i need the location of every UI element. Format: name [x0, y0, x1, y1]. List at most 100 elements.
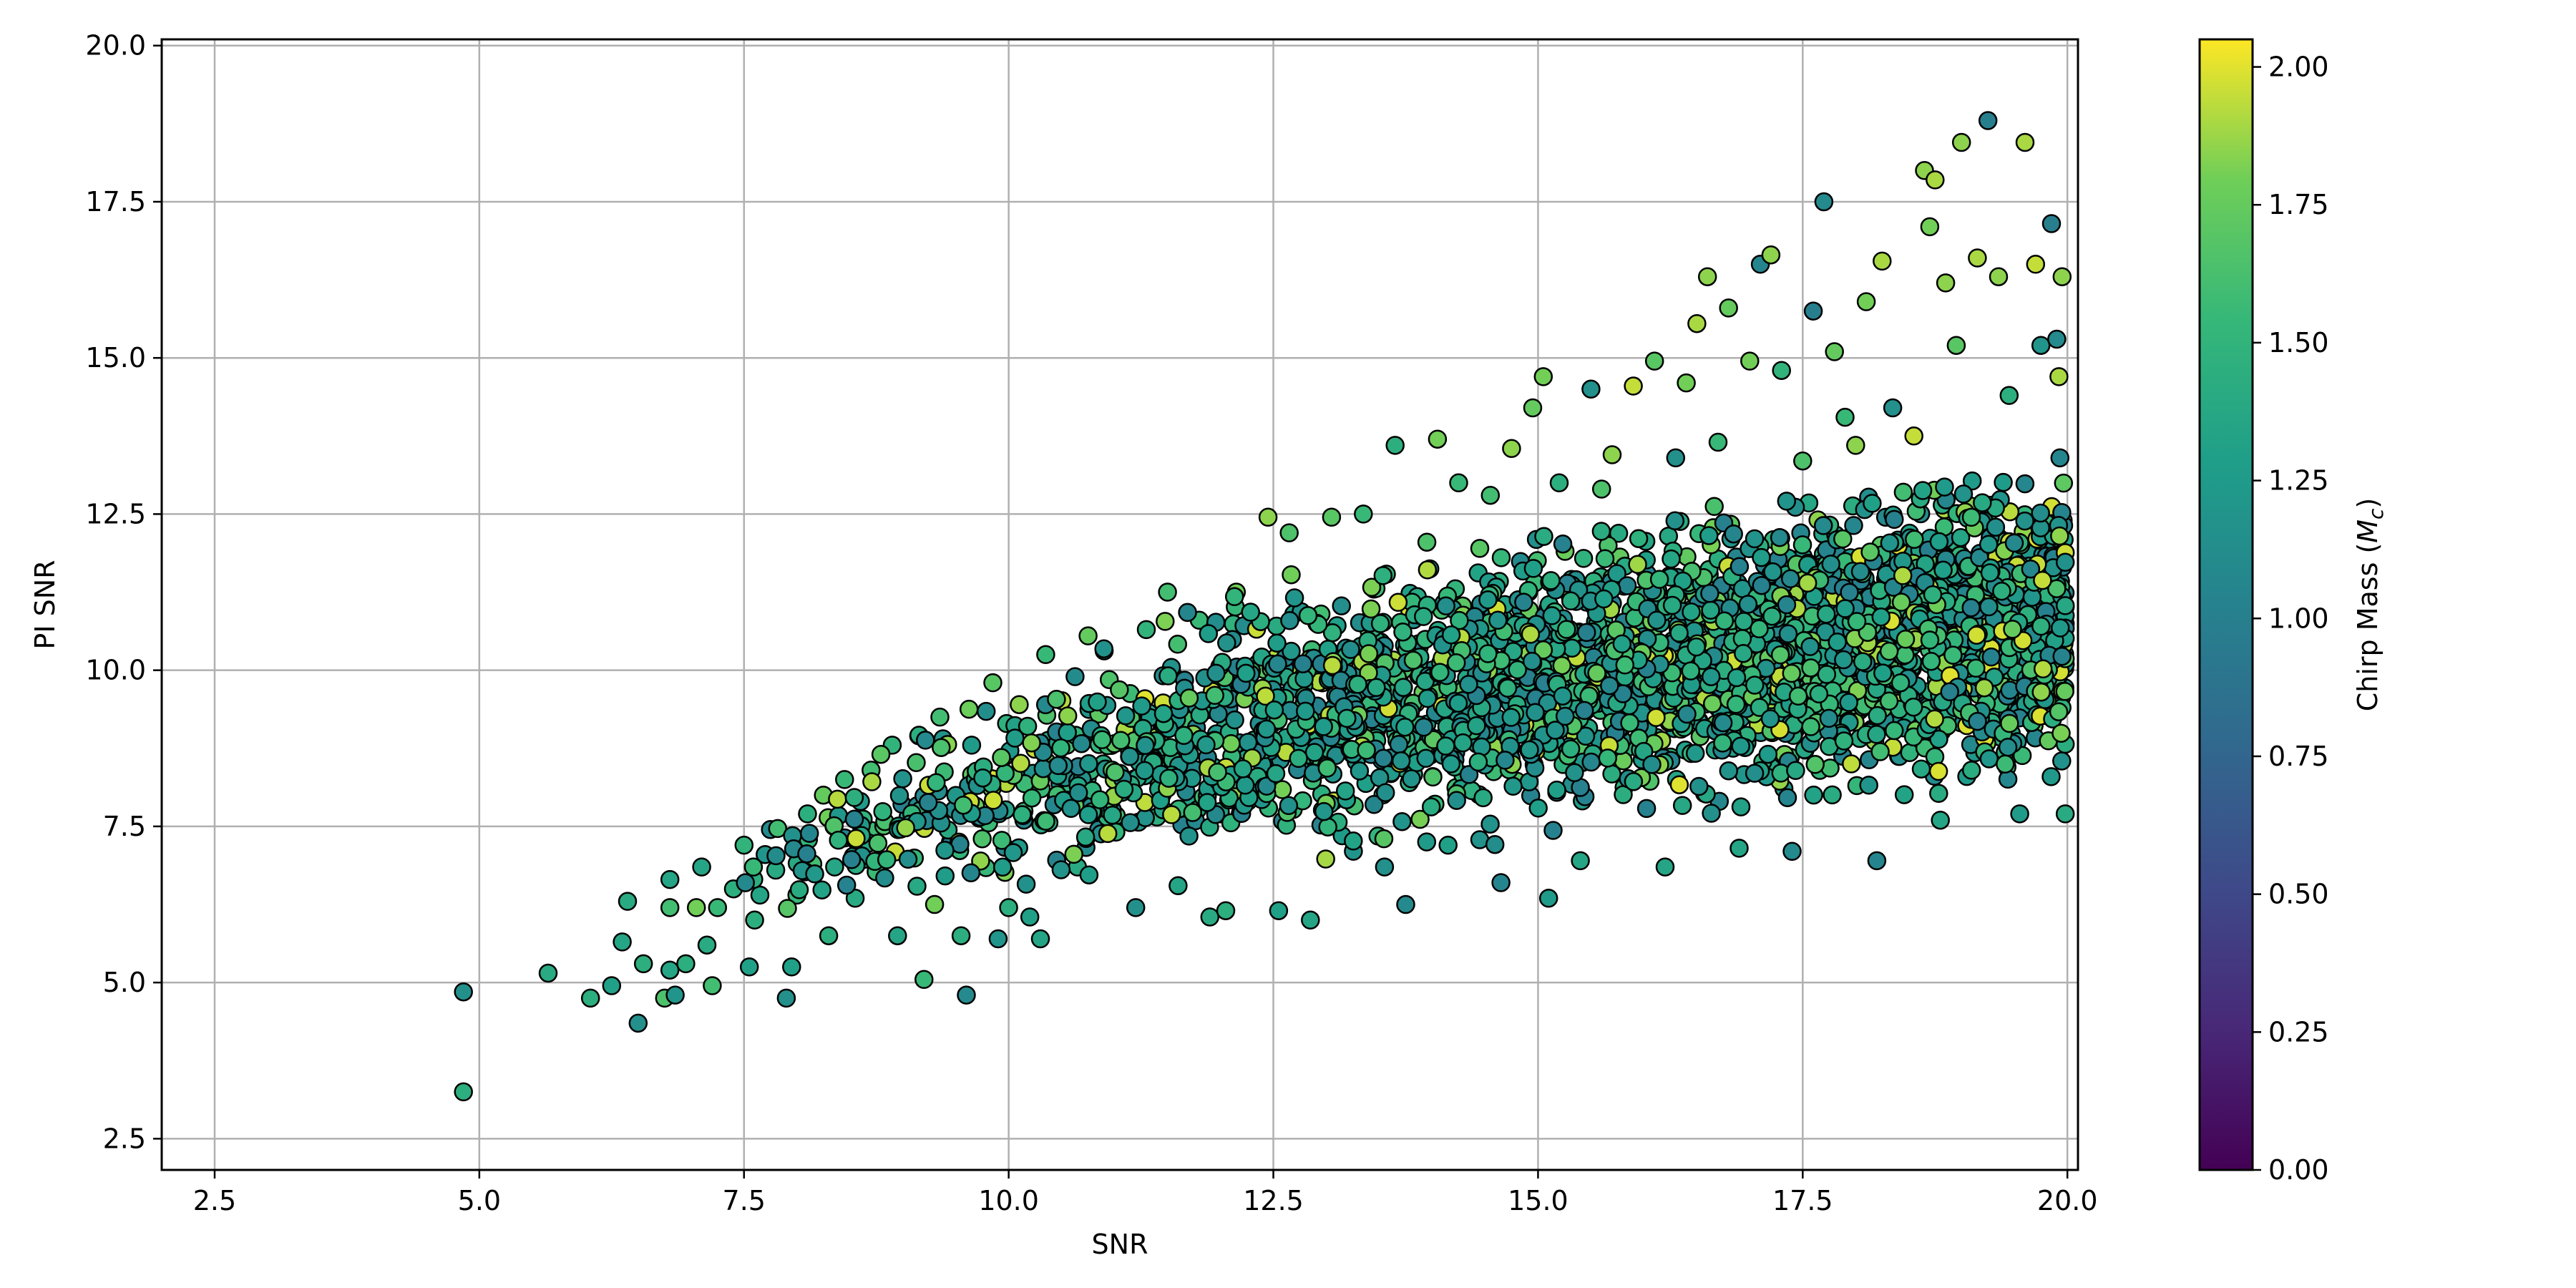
scatter-point [1534, 527, 1553, 546]
scatter-point [1834, 650, 1853, 670]
colorbar-tick-label: 0.00 [2268, 1154, 2329, 1186]
scatter-point [1750, 619, 1769, 639]
scatter-point [1805, 755, 1825, 774]
scatter-point [1992, 581, 2011, 601]
scatter-point [708, 898, 728, 917]
scatter-point [1920, 630, 1940, 650]
scatter-point [1318, 817, 1337, 836]
scatter-point [1777, 492, 1797, 511]
scatter-point [1092, 730, 1112, 750]
scatter-point [1839, 693, 1858, 712]
scatter-point [1685, 743, 1705, 763]
scatter-point [1666, 448, 1686, 468]
scatter-point [2055, 682, 2074, 701]
scatter-point [1065, 667, 1085, 686]
scatter-point [2047, 579, 2067, 598]
scatter-point [1417, 532, 1437, 552]
scatter-point [1868, 706, 1887, 726]
scatter-point [1598, 748, 1618, 768]
scatter-point [1565, 763, 1584, 783]
scatter-point [1738, 595, 1758, 614]
scatter-point [1951, 132, 1971, 152]
scatter-point [951, 926, 971, 945]
scatter-point [2047, 329, 2067, 349]
scatter-point [2015, 511, 2034, 531]
scatter-point [660, 898, 680, 917]
scatter-point [1523, 559, 1543, 578]
scatter-point [1576, 623, 1596, 643]
scatter-point [1501, 708, 1521, 727]
scatter-point [2051, 723, 2071, 743]
scatter-point [798, 804, 817, 824]
scatter-point [1453, 733, 1473, 753]
scatter-point [1758, 744, 1778, 764]
scatter-points [454, 111, 2075, 1102]
scatter-point [1423, 767, 1443, 787]
scatter-point [935, 866, 955, 886]
scatter-point [1022, 788, 1042, 808]
scatter-point [1196, 735, 1216, 755]
scatter-point [992, 748, 1011, 767]
scatter-point [1646, 708, 1666, 727]
scatter-point [1395, 717, 1415, 737]
scatter-point [1655, 857, 1675, 877]
scatter-point [1048, 756, 1068, 776]
scatter-point [1786, 761, 1805, 781]
scatter-point [1546, 721, 1565, 740]
scatter-point [1778, 624, 1798, 644]
scatter-point [1357, 741, 1376, 760]
scatter-point [828, 789, 847, 809]
scatter-point [1090, 790, 1110, 809]
scatter-point [1393, 622, 1413, 642]
scatter-point [1863, 494, 1882, 513]
scatter-point [1521, 625, 1541, 644]
scatter-point [1473, 788, 1493, 808]
scatter-point [896, 818, 915, 838]
scatter-point [1750, 698, 1770, 717]
scatter-point [1421, 797, 1441, 816]
scatter-point [1272, 780, 1292, 799]
scatter-point [1120, 746, 1140, 766]
scatter-point [1058, 706, 1078, 726]
scatter-point [2015, 474, 2035, 494]
scatter-point [1126, 898, 1146, 917]
scatter-point [1576, 726, 1596, 746]
scatter-point [1317, 758, 1337, 778]
scatter-point [789, 880, 809, 899]
scatter-point [1719, 298, 1738, 318]
scatter-point [1335, 781, 1355, 801]
scatter-point [1929, 532, 1949, 552]
x-tick-label: 5.0 [458, 1185, 501, 1216]
scatter-point [954, 795, 973, 815]
scatter-point [1980, 563, 2000, 582]
scatter-point [1708, 432, 1728, 452]
scatter-point [1636, 799, 1657, 819]
scatter-point [1879, 691, 1899, 711]
scatter-point [1257, 776, 1277, 796]
scatter-point [1542, 606, 1562, 625]
scatter-point [1629, 529, 1649, 548]
scatter-point [2052, 751, 2072, 771]
scatter-point [1370, 614, 1390, 633]
scatter-point [1168, 635, 1188, 654]
scatter-point [1174, 726, 1194, 746]
scatter-point [1391, 751, 1411, 771]
scatter-point [1581, 379, 1601, 399]
scatter-point [1979, 535, 1999, 554]
scatter-point [1538, 889, 1558, 908]
scatter-point [1669, 623, 1689, 643]
scatter-point [1441, 625, 1461, 645]
scatter-point [1587, 663, 1606, 683]
scatter-point [1503, 776, 1523, 796]
scatter-point [1961, 761, 1981, 780]
scatter-point [1745, 675, 1765, 695]
scatter-point [1459, 765, 1479, 784]
scatter-point [1256, 686, 1275, 706]
scatter-point [1079, 753, 1098, 774]
scatter-point [1714, 611, 1735, 631]
y-tick-label: 12.5 [85, 498, 146, 530]
scatter-point [1418, 560, 1438, 580]
scatter-point [1403, 650, 1423, 670]
scatter-point [1761, 245, 1781, 265]
scatter-point [1022, 733, 1041, 753]
